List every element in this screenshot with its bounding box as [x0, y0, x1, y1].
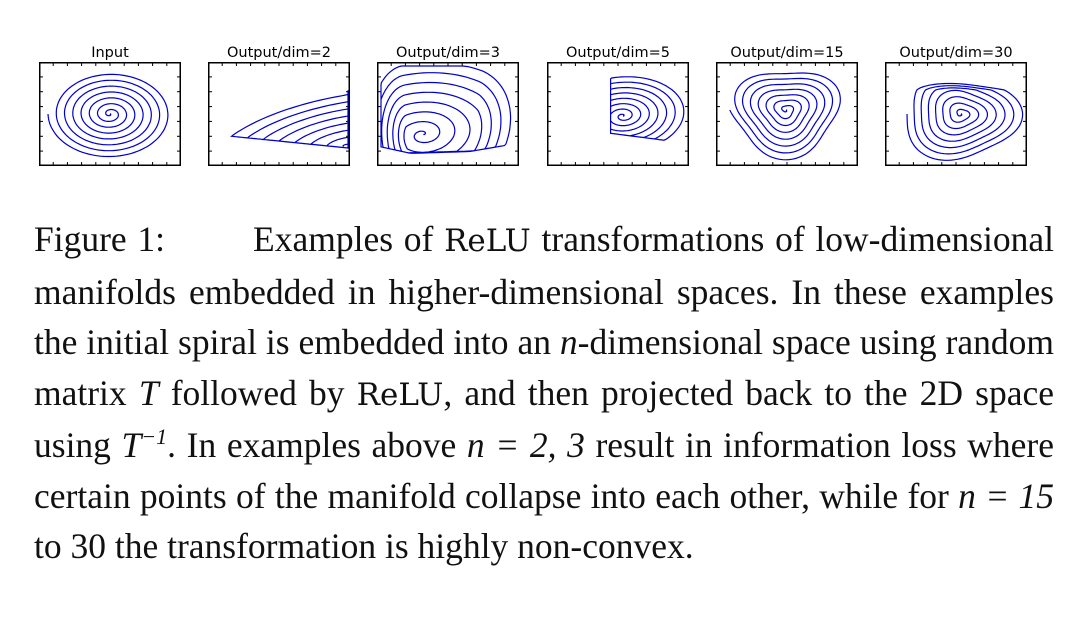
caption-label: Figure 1: [34, 219, 166, 259]
figure-1: Input Output/dim=2 Output/dim=3 Output/d… [0, 0, 1074, 200]
caption-math-n: n [559, 322, 578, 362]
caption-text: followed by [158, 372, 357, 413]
caption-relu: ReLU [444, 223, 531, 259]
panel-title: Output/dim=2 [227, 45, 331, 61]
caption-math-eq1: n = 2, 3 [466, 425, 585, 465]
spiral-plot-dim15 [716, 62, 858, 166]
spiral-curve [229, 90, 349, 149]
caption-text: transformations of low-dimensional manif… [34, 219, 1054, 362]
figure-caption: Figure 1: Examples of ReLU transformation… [34, 214, 1054, 572]
caption-text: result in information loss where certain… [34, 425, 1054, 516]
panel-dim3: Output/dim=3 [377, 44, 519, 166]
panel-title: Output/dim=5 [566, 45, 670, 61]
panel-title: Output/dim=15 [730, 45, 844, 61]
panel-dim5: Output/dim=5 [547, 44, 689, 166]
plot-frame [547, 62, 689, 166]
caption-math-t-base: T [121, 425, 142, 465]
spiral-curve [906, 82, 1024, 161]
caption-text: Examples of [253, 219, 445, 259]
spiral-curve [729, 72, 841, 161]
panel-title: Output/dim=30 [899, 45, 1013, 61]
spiral-plot-dim5 [547, 62, 689, 166]
caption-math-t-inverse: T−1 [122, 425, 168, 465]
caption-relu: ReLU [356, 376, 444, 413]
caption-text: -dimensional space using random matrix [34, 322, 1054, 413]
panel-title: Input [91, 45, 129, 61]
panel-dim30: Output/dim=30 [885, 44, 1027, 166]
panel-input: Input [39, 44, 181, 166]
panel-title: Output/dim=3 [396, 45, 500, 61]
caption-text: , and then projected back to the 2D spac… [34, 372, 1054, 466]
spiral-curve [610, 76, 685, 141]
caption-math-eq2: n = 15 [958, 475, 1054, 516]
plot-frame [377, 62, 519, 166]
spiral-curve [47, 73, 169, 158]
caption-text: to 30 the transformation is highly non-c… [34, 526, 694, 566]
caption-math-exponent: −1 [141, 424, 168, 450]
caption-math-t: T [138, 372, 159, 413]
spiral-plot-dim30 [885, 62, 1027, 166]
spiral-plot-dim3 [377, 62, 519, 166]
caption-text: . In examples above [167, 425, 467, 465]
spiral-curve [380, 65, 512, 154]
panel-dim2: Output/dim=2 [208, 44, 350, 166]
plot-frame [208, 62, 350, 166]
panel-dim15: Output/dim=15 [716, 44, 858, 166]
spiral-plot-dim2 [208, 62, 350, 166]
spiral-plot-input [39, 62, 181, 166]
